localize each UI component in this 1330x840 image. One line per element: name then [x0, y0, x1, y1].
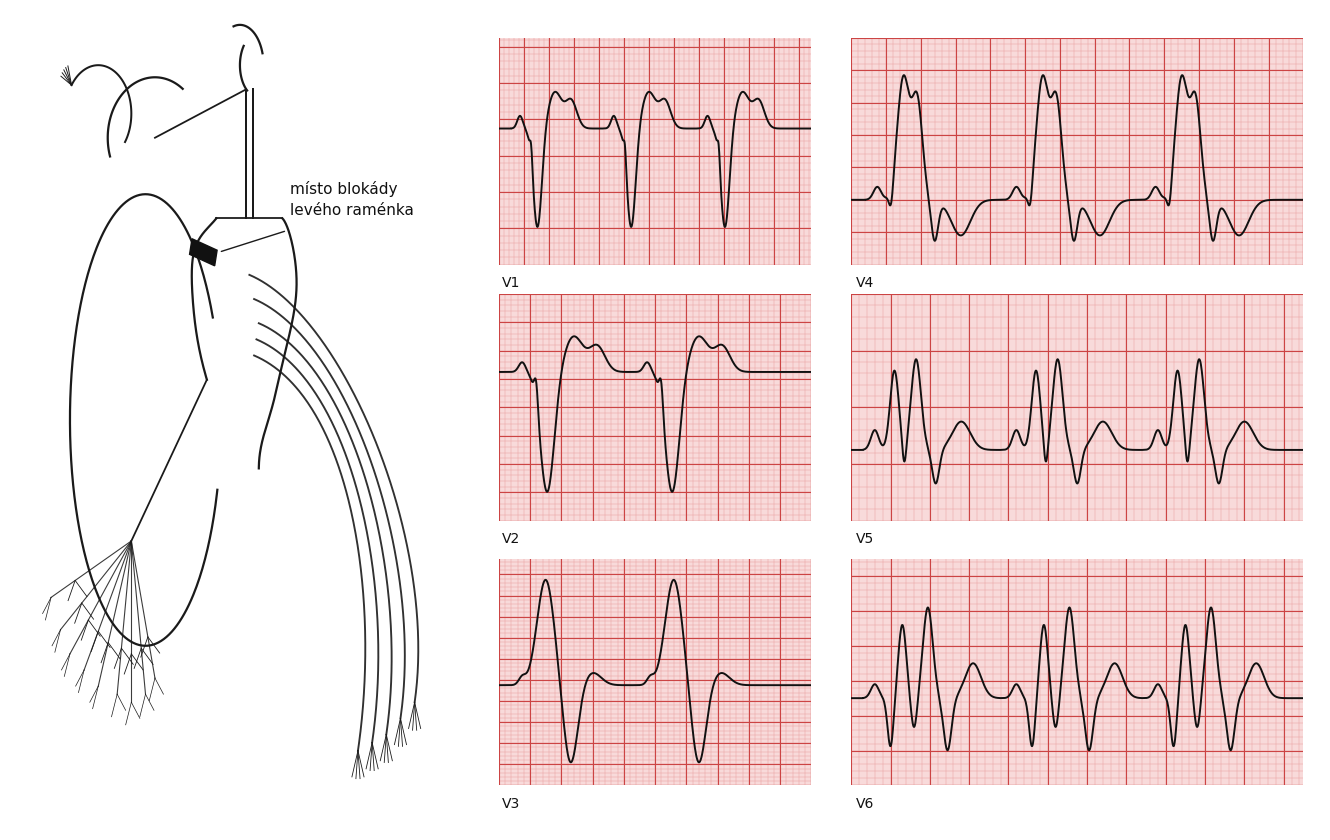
- Text: V4: V4: [855, 276, 874, 290]
- Text: V5: V5: [855, 533, 874, 546]
- Text: V2: V2: [501, 533, 520, 546]
- Text: V6: V6: [855, 796, 874, 811]
- Text: V1: V1: [501, 276, 520, 290]
- Bar: [190, 239, 217, 265]
- Text: V3: V3: [501, 796, 520, 811]
- Text: místo blokády
levého raménka: místo blokády levého raménka: [290, 181, 414, 218]
